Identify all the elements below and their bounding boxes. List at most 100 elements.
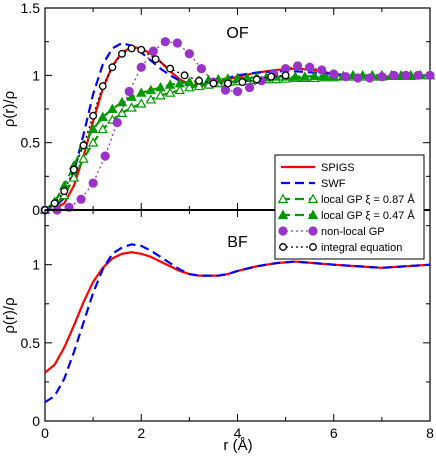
legend-entry: SPIGS [281, 162, 355, 174]
legend-label: local GP ξ = 0.47 Å [321, 209, 415, 222]
data-point [220, 85, 231, 95]
y-axis-title-bottom: ρ(r)/ρ [1, 297, 18, 333]
data-point [97, 123, 108, 134]
data-point [166, 64, 175, 73]
legend-marker [279, 243, 287, 251]
data-point [116, 107, 128, 118]
data-point [193, 80, 205, 91]
x-tick-label: 4 [234, 425, 242, 441]
data-point [305, 62, 315, 72]
x-tick-label: 0 [41, 425, 49, 441]
y-tick-label: 1 [32, 257, 40, 273]
data-point [108, 63, 117, 72]
data-point [293, 61, 303, 71]
data-point [126, 102, 137, 112]
data-point [401, 70, 411, 80]
legend-entry: local GP ξ = 0.47 Å [277, 209, 415, 222]
panel-label-top: OF [226, 25, 248, 42]
data-point [184, 82, 195, 92]
data-point [353, 73, 363, 83]
legend-marker [308, 226, 318, 236]
data-point [76, 194, 86, 204]
data-point [88, 178, 98, 188]
data-point [89, 111, 98, 120]
data-point [180, 71, 189, 80]
y-axis-title-top: ρ(r)/ρ [1, 91, 18, 127]
series-line [44, 243, 431, 404]
data-point [341, 72, 351, 82]
data-point [413, 70, 423, 80]
data-point [127, 44, 136, 53]
legend-marker [277, 193, 289, 203]
data-point [209, 79, 218, 88]
legend-entry: integral equation [279, 242, 402, 254]
data-point [145, 94, 157, 104]
data-point [137, 45, 146, 54]
data-point [79, 141, 88, 150]
legend-box [274, 154, 425, 260]
data-point [329, 69, 339, 79]
y-tick-label: 0.5 [21, 335, 41, 351]
data-point [112, 117, 122, 128]
data-point [98, 82, 107, 91]
data-point [377, 72, 387, 82]
data-point [87, 137, 99, 147]
data-point [281, 71, 290, 80]
data-point [145, 84, 157, 95]
data-point [244, 82, 255, 93]
data-point [365, 73, 375, 83]
data-point [50, 199, 59, 208]
legend-entry: non-local GP [278, 226, 385, 238]
data-point [281, 64, 291, 74]
y-tick-label: 0.5 [21, 135, 41, 151]
data-point [60, 187, 69, 196]
data-point [174, 77, 185, 88]
data-point [100, 151, 110, 161]
data-point [290, 71, 301, 81]
data-point [238, 78, 247, 87]
data-point [69, 165, 78, 174]
data-point [136, 98, 147, 108]
y-tick-label: 0 [32, 413, 40, 429]
legend: SPIGS SWF local GP ξ = 0.87 Å local GP ξ = … [274, 154, 425, 260]
y-tick-label: 0 [32, 202, 40, 218]
legend-marker [307, 193, 319, 203]
data-point [151, 55, 160, 64]
x-tick-label: 2 [137, 425, 145, 441]
data-point [116, 96, 128, 107]
data-point [184, 76, 195, 87]
data-point [78, 153, 89, 163]
data-point [317, 65, 327, 75]
data-point [299, 71, 311, 81]
data-point [196, 64, 207, 74]
data-point [389, 70, 399, 80]
x-axis-title: r (Å) [223, 437, 252, 454]
legend-label: local GP ξ = 0.87 Å [321, 193, 415, 206]
x-tick-label: 8 [426, 425, 434, 441]
data-point [107, 103, 118, 113]
panel-top: 0 0.5 1 1.5 ρ(r)/ρ OF [1, 0, 436, 218]
series-bottom-1 [44, 243, 431, 404]
data-point [164, 79, 176, 89]
data-point [174, 84, 185, 95]
x-tick-label: 6 [330, 425, 338, 441]
data-point [164, 87, 176, 97]
legend-marker [278, 226, 288, 236]
data-point [155, 90, 166, 100]
data-point [172, 38, 182, 48]
series-top-5 [41, 44, 290, 214]
panel-bottom: 0 2 4 6 8 0 0.5 1 ρ(r)/ρ BF [1, 209, 434, 441]
panel-label-bottom: BF [227, 234, 248, 251]
data-point [252, 75, 261, 84]
legend-marker [309, 243, 317, 251]
data-point [160, 37, 170, 47]
data-point [136, 62, 146, 72]
data-point [97, 111, 108, 122]
data-point [68, 172, 80, 182]
legend-label: SWF [321, 178, 346, 190]
data-point [267, 72, 276, 81]
data-point [195, 76, 203, 85]
data-point [126, 91, 137, 101]
legend-marker [307, 209, 319, 219]
